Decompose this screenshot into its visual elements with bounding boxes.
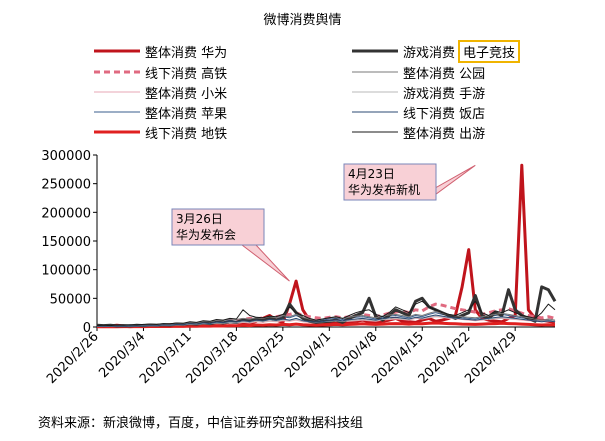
legend-item: 线下消费 饭店 (350, 102, 485, 122)
legend-item: 整体消费 公园 (350, 62, 485, 82)
legend-swatch-icon (352, 71, 398, 73)
legend-label: 游戏消费 手游 (403, 86, 486, 102)
callout-date: 4月23日 (348, 167, 395, 181)
callout-date: 3月26日 (176, 212, 223, 226)
series-line (96, 321, 556, 329)
y-tick-label: 150000 (41, 235, 91, 250)
legend-swatch-icon (94, 111, 140, 113)
callout-box (171, 208, 265, 246)
series-line (96, 163, 556, 328)
legend-swatch-icon (94, 91, 140, 93)
legend-swatch-icon (352, 131, 398, 133)
y-tick-label: 0 (83, 321, 91, 336)
legend-label: 线下消费 地铁 (145, 126, 228, 142)
highlight-box: 电子竞技 (458, 39, 521, 63)
series-line (96, 314, 556, 327)
legend-label: 线下消费 饭店 (403, 106, 486, 122)
legend-swatch-icon (352, 49, 398, 53)
legend-item: 整体消费 小米 (92, 82, 227, 102)
legend-label: 整体消费 苹果 (145, 106, 228, 122)
y-tick-label: 200000 (41, 206, 91, 221)
series-line (96, 302, 556, 328)
legend-swatch-icon (352, 111, 398, 113)
legend-swatch-icon (94, 70, 140, 74)
y-tick-label: 50000 (50, 292, 91, 307)
legend-item: 整体消费 苹果 (92, 102, 227, 122)
legend-item: 游戏消费 手游 (350, 82, 485, 102)
legend-label: 整体消费 公园 (403, 66, 486, 82)
legend-label: 线下消费 高铁 (145, 66, 228, 82)
callout-text: 华为发布会 (176, 227, 236, 242)
legend-item-highlighted: 游戏消费 电子竞技 (350, 39, 521, 63)
legend: 整体消费 华为 线下消费 高铁 整体消费 小米 整体消费 苹果 线下消费 地铁 … (0, 0, 605, 145)
legend-item: 整体消费 出游 (350, 122, 485, 142)
chart-title: 微博消费舆情 (263, 13, 342, 28)
callout-pointer (240, 244, 290, 282)
legend-swatch-icon (94, 130, 140, 134)
legend-label-prefix: 游戏消费 (403, 45, 456, 61)
legend-item: 线下消费 地铁 (92, 122, 227, 142)
x-tick-label: 2020/4/1 (282, 329, 334, 381)
legend-item: 整体消费 华为 (92, 41, 227, 61)
legend-item: 线下消费 高铁 (92, 62, 227, 82)
y-tick-label: 100000 (41, 264, 91, 279)
legend-swatch-icon (352, 91, 398, 93)
y-tick-label: 300000 (41, 149, 91, 164)
series-line (96, 300, 556, 327)
legend-label: 整体消费 华为 (145, 45, 228, 61)
legend-swatch-icon (94, 49, 140, 53)
x-tick-label: 2020/2/26 (44, 329, 102, 387)
legend-label: 整体消费 小米 (145, 86, 228, 102)
y-tick-label: 250000 (41, 178, 91, 193)
legend-label: 整体消费 出游 (403, 126, 486, 142)
callout-text: 华为发布新机 (348, 182, 420, 197)
callout-box (343, 163, 437, 201)
source-note: 资料来源：新浪微博，百度，中信证券研究部数据科技组 (38, 416, 364, 431)
